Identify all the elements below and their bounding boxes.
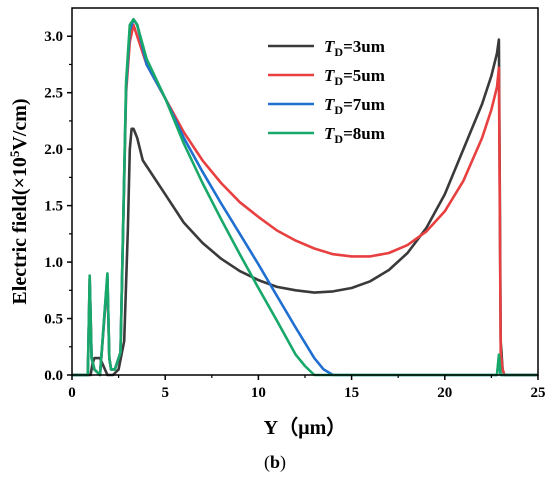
series-line-4: [72, 17, 538, 377]
plot-lines: [72, 17, 538, 377]
x-tick-label: 10: [251, 385, 266, 401]
plot-frame: [71, 7, 539, 376]
series-line-1: [72, 38, 538, 377]
caption-open: (: [263, 452, 270, 472]
y-tick-label: 1.0: [44, 255, 63, 271]
legend-label: TD=3um: [324, 37, 385, 59]
y-tick-label: 0.5: [44, 312, 63, 328]
series-line-3: [72, 17, 538, 377]
x-tick-label: 0: [68, 385, 76, 401]
y-axis-title: Electric field(×105V/cm): [7, 98, 32, 304]
y-tick-label: 2.5: [44, 86, 63, 102]
x-tick-label: 5: [161, 385, 169, 401]
y-tick-label: 1.5: [44, 199, 63, 215]
y-axis-title-tail: V/cm): [9, 98, 31, 150]
legend: TD=3um TD=5um TD=7um TD=8um: [268, 37, 385, 146]
x-tick-label: 15: [344, 385, 359, 401]
x-tick-label: 25: [531, 385, 546, 401]
y-axis-title-sup: 5: [7, 150, 22, 157]
y-axis-ticks: 0.0 0.5 1.0 1.5 2.0 2.5 3.0: [44, 29, 72, 384]
legend-label: TD=5um: [324, 66, 385, 88]
y-tick-label: 3.0: [44, 29, 63, 45]
legend-label: TD=8um: [324, 124, 385, 146]
figure-caption: (b): [0, 452, 550, 473]
x-tick-label: 20: [437, 385, 452, 401]
caption-letter: b: [269, 452, 280, 472]
x-axis-title: Y（µm）: [264, 416, 347, 439]
electric-field-chart: 0 5 10 15 20 25 0.0 0.5 1.0 1.5 2.0 2.5 3.0 Y（µm） E…: [7, 7, 546, 439]
x-axis-ticks: 0 5 10 15 20 25: [68, 375, 546, 401]
legend-label: TD=7um: [324, 95, 385, 117]
caption-close: ): [280, 452, 286, 472]
y-tick-label: 2.0: [44, 142, 63, 158]
y-tick-label: 0.0: [44, 368, 63, 384]
y-axis-title-main: Electric field(×10: [9, 157, 31, 304]
series-line-2: [72, 23, 538, 377]
